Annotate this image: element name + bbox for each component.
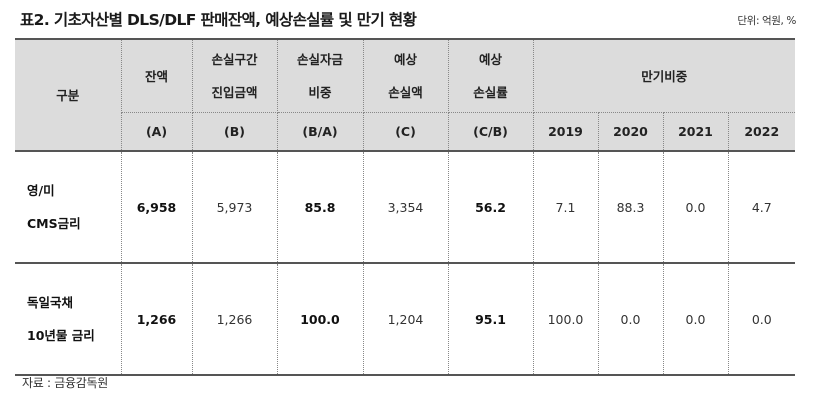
cell-loss-zone-amount: 5,973 [191, 151, 278, 264]
year-2020: 2020 [597, 112, 664, 152]
header-line2: 비중 [308, 85, 332, 100]
cell-maturity-2019: 7.1 [532, 151, 599, 264]
sub-header-c-b: (C/B) [447, 112, 534, 152]
cell-maturity-2019: 100.0 [532, 263, 599, 376]
header-line1: 손실자금 [296, 52, 343, 67]
cell-maturity-2020: 88.3 [597, 151, 664, 264]
cell-maturity-2021: 0.0 [662, 263, 729, 376]
cell-expected-loss: 1,204 [362, 263, 449, 376]
sub-header-b: (B) [191, 112, 278, 152]
cell-maturity-2021: 0.0 [662, 151, 729, 264]
cell-loss-ratio: 85.8 [276, 151, 364, 264]
cell-maturity-2022: 0.0 [727, 263, 796, 376]
row-label: 영/미 CMS금리 [15, 151, 122, 264]
row-label: 독일국채 10년물 금리 [15, 263, 122, 376]
table-row: 독일국채 10년물 금리 1,266 1,266 100.0 1,204 95.… [15, 263, 796, 376]
cell-expected-loss-rate: 56.2 [447, 151, 534, 264]
year-2022: 2022 [727, 112, 796, 152]
cell-balance: 1,266 [120, 263, 193, 376]
cell-expected-loss-rate: 95.1 [447, 263, 534, 376]
header-maturity-group: 만기비중 [532, 38, 796, 113]
cell-expected-loss: 3,354 [362, 151, 449, 264]
header-line1: 손실구간 [211, 52, 258, 67]
header-loss-zone-amount: 손실구간 진입금액 [191, 38, 278, 113]
sub-header-a: (A) [121, 112, 193, 152]
header-balance-label: 잔액 [144, 68, 168, 84]
header-line2: 진입금액 [211, 85, 258, 100]
row-label-line1: 독일국채 [27, 295, 74, 310]
cell-maturity-2022: 4.7 [727, 151, 796, 264]
header-category: 구분 [15, 38, 122, 152]
dls-dlf-table: 구분 잔액 손실구간 진입금액 손실자금 비중 예상 손실액 예상 손실률 만기… [15, 38, 796, 376]
header-balance: 잔액 [120, 38, 193, 113]
year-2021: 2021 [662, 112, 729, 152]
header-line2: 손실액 [388, 85, 423, 100]
row-label-line1: 영/미 [27, 183, 55, 198]
row-label-line2: 10년물 금리 [27, 328, 95, 343]
cell-balance: 6,958 [120, 151, 193, 264]
header-line1: 예상 [393, 52, 417, 67]
unit-label: 단위: 억원, % [737, 15, 796, 27]
row-label-line2: CMS금리 [27, 216, 81, 231]
cell-maturity-2020: 0.0 [597, 263, 664, 376]
table-title: 표2. 기초자산별 DLS/DLF 판매잔액, 예상손실률 및 만기 현황 [20, 11, 417, 29]
table-row: 영/미 CMS금리 6,958 5,973 85.8 3,354 56.2 7.… [15, 151, 796, 264]
header-expected-loss-rate: 예상 손실률 [447, 38, 534, 113]
header-line1: 예상 [478, 52, 502, 67]
sub-header-c: (C) [362, 112, 449, 152]
source-note: 자료 : 금융감독원 [22, 376, 108, 390]
header-loss-ratio: 손실자금 비중 [276, 38, 364, 113]
cell-loss-zone-amount: 1,266 [191, 263, 278, 376]
header-expected-loss: 예상 손실액 [362, 38, 449, 113]
sub-header-b-a: (B/A) [276, 112, 364, 152]
cell-loss-ratio: 100.0 [276, 263, 364, 376]
header-line2: 손실률 [473, 85, 508, 100]
year-2019: 2019 [532, 112, 599, 152]
